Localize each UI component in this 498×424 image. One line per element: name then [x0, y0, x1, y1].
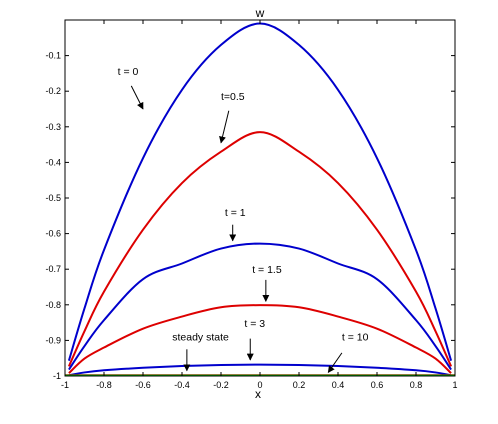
series-line-2 [68, 242, 452, 371]
y-tick-label: -0.1 [45, 51, 61, 61]
x-tick-label: -1 [61, 380, 69, 390]
y-tick-label: -0.6 [45, 229, 61, 239]
y-tick-label: -0.5 [45, 193, 61, 203]
x-axis-label: x [255, 387, 261, 401]
x-tick-label: -0.2 [213, 380, 229, 390]
annotation-layer: t = 0 t=0.5 t = 1 t = 1.5 t = 3 steady state t… [118, 66, 369, 374]
annotation-label-1: t=0.5 [221, 91, 245, 103]
plot-background [65, 20, 455, 376]
annotation-arrow-1 [219, 110, 230, 144]
x-tick-label: 0 [257, 380, 262, 390]
y-tick-label: -0.3 [45, 122, 61, 132]
chart-title: w [255, 6, 265, 20]
annotation-label-5: steady state [172, 331, 229, 343]
series-line-1 [67, 131, 453, 367]
x-tick-label: 0.8 [410, 380, 423, 390]
series-line-4 [68, 363, 452, 376]
y-tick-label: -0.7 [45, 264, 61, 274]
x-tick-label: -0.4 [174, 380, 190, 390]
y-tick-label: -0.4 [45, 157, 61, 167]
x-tick-label: 0.2 [293, 380, 306, 390]
annotation-label-4: t = 3 [244, 318, 265, 330]
annotation-label-3: t = 1.5 [252, 264, 282, 276]
axes-layer: -1 -0.8 -0.6 -0.4 -0.2 0 0.2 0.4 0.6 0.8 1 -1 -0.9 -0… [45, 20, 458, 390]
annotation-label-2: t = 1 [225, 207, 246, 219]
x-tick-label: -0.6 [135, 380, 151, 390]
x-tick-label: 0.6 [371, 380, 384, 390]
annotation-label-6: t = 10 [342, 331, 369, 343]
x-tick-label: -0.8 [96, 380, 112, 390]
series-line-3 [68, 304, 452, 374]
y-tick-label: -0.8 [45, 300, 61, 310]
x-tick-label: 0.4 [332, 380, 345, 390]
y-tick-label: -0.2 [45, 86, 61, 96]
x-tick-label: 1 [452, 380, 457, 390]
y-tick-label: -0.9 [45, 335, 61, 345]
y-tick-label: -1 [53, 371, 61, 381]
annotation-arrow-6 [327, 352, 343, 374]
annotation-label-0: t = 0 [118, 66, 139, 78]
annotation-arrow-0 [130, 85, 144, 110]
